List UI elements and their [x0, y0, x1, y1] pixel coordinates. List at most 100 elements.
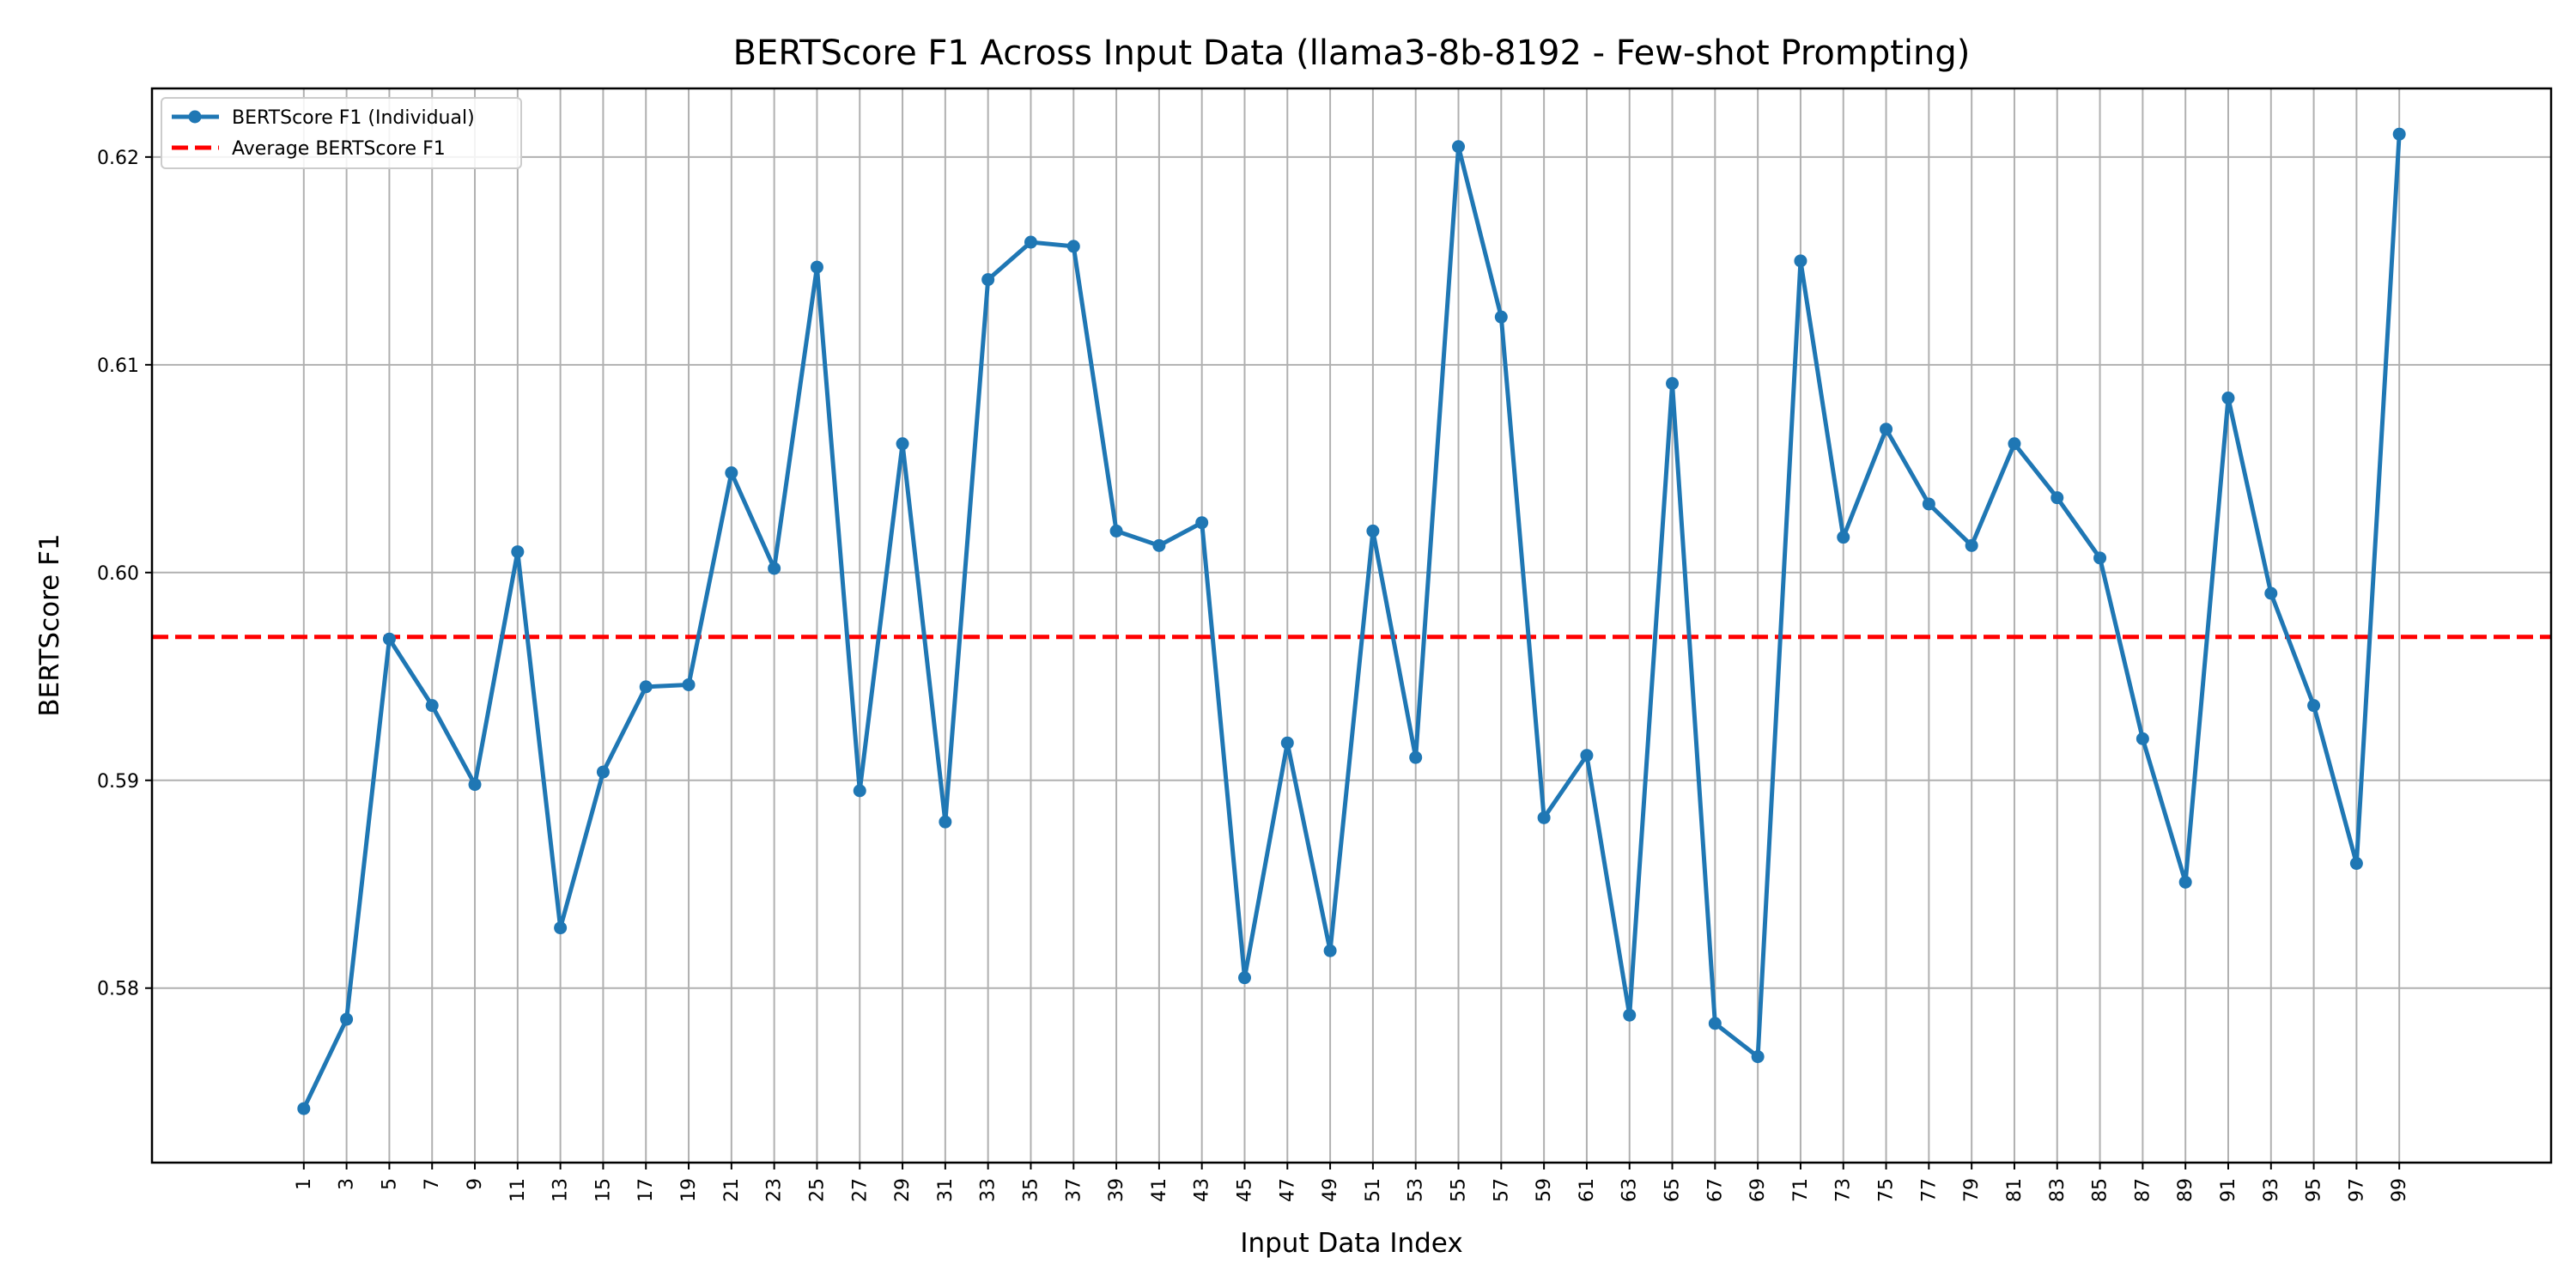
- x-tick-label: 33: [978, 1178, 999, 1202]
- x-tick-label: 99: [2389, 1178, 2410, 1202]
- data-point: [1666, 377, 1680, 391]
- x-tick-label: 69: [1747, 1178, 1769, 1202]
- data-point: [1409, 750, 1423, 764]
- data-point: [425, 699, 439, 713]
- x-tick-label: 39: [1106, 1178, 1127, 1202]
- x-tick-label: 37: [1063, 1178, 1084, 1202]
- x-tick-label: 25: [806, 1178, 828, 1202]
- data-point: [1794, 254, 1807, 268]
- x-tick-label: 17: [635, 1178, 657, 1202]
- chart-title: BERTScore F1 Across Input Data (llama3-8…: [733, 33, 1971, 73]
- x-tick-label: 93: [2261, 1178, 2282, 1202]
- data-point: [468, 778, 482, 792]
- x-tick-label: 65: [1662, 1178, 1684, 1202]
- y-axis: 0.58 0.59 0.60 0.61 0.62: [97, 148, 152, 1000]
- data-point: [1623, 1008, 1637, 1022]
- data-point: [1024, 235, 1037, 249]
- x-tick-label: 81: [2004, 1178, 2026, 1202]
- x-tick-label: 73: [1833, 1178, 1855, 1202]
- x-tick-label: 53: [1406, 1178, 1427, 1202]
- x-tick-label: 89: [2175, 1178, 2196, 1202]
- data-point: [2178, 875, 2192, 889]
- x-tick-label: 19: [678, 1178, 700, 1202]
- y-tick-label: 0.61: [97, 355, 139, 377]
- y-tick-label: 0.62: [97, 148, 139, 169]
- data-point: [1280, 736, 1294, 750]
- data-point: [1922, 497, 1935, 511]
- y-axis-label: BERTScore F1: [34, 533, 65, 716]
- x-tick-label: 63: [1619, 1178, 1641, 1202]
- data-point: [511, 545, 525, 559]
- data-point: [1109, 524, 1123, 538]
- data-point: [1837, 531, 1850, 544]
- x-tick-label: 5: [379, 1178, 400, 1190]
- data-point: [2221, 392, 2235, 405]
- legend-series-label: BERTScore F1 (Individual): [232, 107, 475, 129]
- data-point: [768, 562, 781, 575]
- x-tick-label: 67: [1704, 1178, 1726, 1202]
- data-point: [725, 466, 738, 480]
- x-tick-label: 15: [592, 1178, 614, 1202]
- x-tick-label: 27: [849, 1178, 871, 1202]
- x-tick-label: 61: [1577, 1178, 1598, 1202]
- data-point: [1880, 422, 1893, 436]
- x-tick-label: 35: [1020, 1178, 1042, 1202]
- data-point: [297, 1102, 311, 1115]
- data-point: [1580, 749, 1594, 762]
- series-group: [297, 127, 2406, 1115]
- data-point: [939, 815, 952, 829]
- x-tick-label: 47: [1277, 1178, 1298, 1202]
- x-tick-label: 79: [1961, 1178, 1983, 1202]
- data-point: [981, 273, 995, 287]
- legend-box: [161, 97, 522, 169]
- x-tick-label: 55: [1449, 1178, 1470, 1202]
- data-point: [1066, 240, 1080, 253]
- data-point: [1965, 538, 1978, 552]
- data-point: [382, 632, 396, 646]
- x-tick-label: 77: [1918, 1178, 1940, 1202]
- x-tick-label: 97: [2346, 1178, 2367, 1202]
- data-point: [2093, 551, 2107, 565]
- legend: BERTScore F1 (Individual) Average BERTSco…: [161, 97, 522, 169]
- data-point: [340, 1012, 354, 1026]
- data-point: [1537, 811, 1551, 824]
- x-tick-label: 23: [764, 1178, 786, 1202]
- data-point: [1494, 310, 1508, 324]
- data-point: [2349, 857, 2363, 871]
- x-tick-label: 21: [721, 1178, 743, 1202]
- data-point: [2307, 699, 2321, 713]
- x-tick-label: 45: [1234, 1178, 1255, 1202]
- data-point: [1152, 538, 1166, 552]
- data-point: [1237, 971, 1251, 985]
- data-point: [1195, 516, 1209, 530]
- grid-lines: [152, 88, 2551, 1163]
- data-point: [810, 260, 823, 274]
- x-tick-label: 59: [1534, 1178, 1555, 1202]
- x-tick-label: 75: [1876, 1178, 1898, 1202]
- y-tick-label: 0.59: [97, 771, 139, 793]
- x-tick-label: 49: [1320, 1178, 1341, 1202]
- data-point: [2264, 586, 2278, 600]
- x-tick-label: 13: [550, 1178, 572, 1202]
- plot-frame: [150, 87, 2553, 1164]
- x-tick-label: 57: [1491, 1178, 1512, 1202]
- x-tick-label: 31: [935, 1178, 957, 1202]
- data-point: [1323, 944, 1337, 957]
- data-point: [2136, 732, 2149, 745]
- legend-series-marker: [188, 110, 202, 124]
- x-tick-label: 71: [1790, 1178, 1812, 1202]
- data-point: [2050, 491, 2064, 505]
- data-point: [639, 680, 653, 694]
- x-tick-label: 9: [465, 1178, 486, 1190]
- data-point: [1708, 1017, 1722, 1030]
- y-tick-label: 0.58: [97, 979, 139, 1000]
- x-axis: 1 3 5 7 9 11 13 15 17 19 21 23 25 27 29 31 33 35 37 39 41 43 4…: [294, 1163, 2410, 1202]
- data-point: [853, 784, 866, 798]
- data-point: [554, 921, 568, 935]
- x-tick-label: 3: [337, 1178, 358, 1190]
- data-point: [1452, 140, 1466, 154]
- legend-average-label: Average BERTScore F1: [232, 138, 446, 160]
- data-point: [2008, 437, 2021, 451]
